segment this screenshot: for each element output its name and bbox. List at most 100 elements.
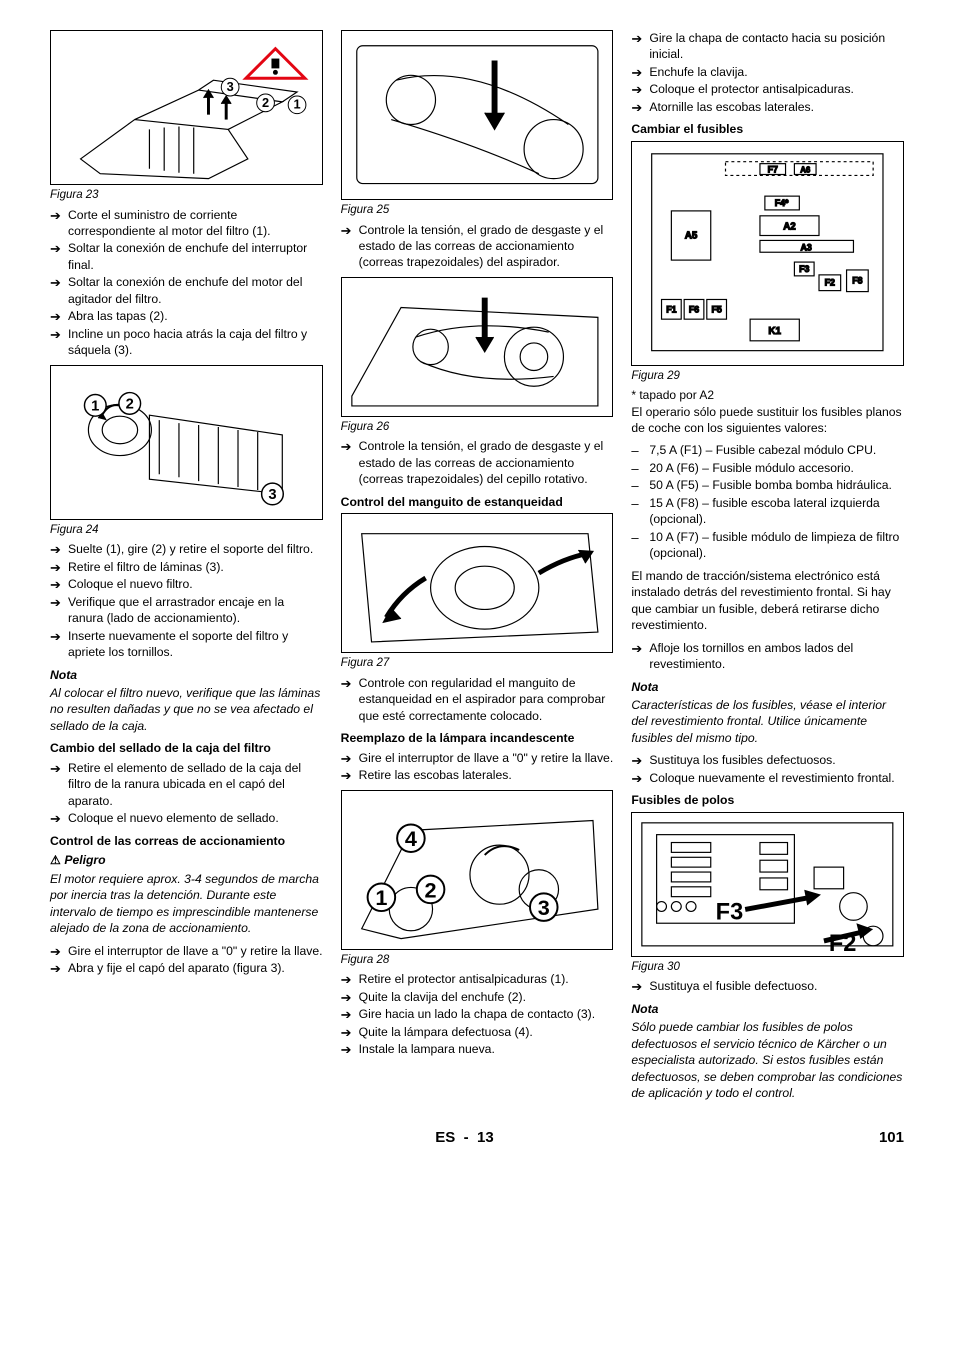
p-operario: El operario sólo puede sustituir los fus… [631,404,904,437]
svg-text:A6: A6 [801,165,812,174]
note-heading: Nota [631,1001,904,1017]
list-item: 10 A (F7) – fusible módulo de limpieza d… [631,529,904,562]
list-item: Inserte nuevamente el soporte del filtro… [50,628,323,661]
footer-localpage: 13 [477,1129,494,1146]
list-fig30: Sustituya el fusible defectuoso. [631,978,904,994]
list-item: Controle con regularidad el manguito de … [341,675,614,724]
figure-30: F3 F2 [631,812,904,957]
svg-text:2: 2 [424,877,436,902]
list-item: 50 A (F5) – Fusible bomba bomba hidráuli… [631,477,904,493]
svg-text:4: 4 [405,826,417,851]
figure-27 [341,513,614,653]
list-seal: Retire el elemento de sellado de la caja… [50,760,323,827]
footer-sep: - [464,1129,469,1146]
subhead-polos: Fusibles de polos [631,792,904,808]
list-item: Instale la lampara nueva. [341,1041,614,1057]
list-item: Coloque el nuevo elemento de sellado. [50,810,323,826]
list-item: Quite la clavija del enchufe (2). [341,989,614,1005]
list-fig23: Corte el suministro de corriente corresp… [50,207,323,359]
list-belt: Gire el interruptor de llave a "0" y ret… [50,943,323,977]
list-item: Controle la tensión, el grado de desgast… [341,438,614,487]
svg-text:F8: F8 [853,276,863,286]
figure-25-caption: Figura 25 [341,203,614,219]
footer-lang: ES [435,1129,455,1146]
svg-text:1: 1 [375,885,387,910]
list-item: Soltar la conexión de enchufe del motor … [50,274,323,307]
figure-26-caption: Figura 26 [341,420,614,436]
footer-pagenum: 101 [879,1128,904,1148]
list-fig25: Controle la tensión, el grado de desgast… [341,222,614,271]
column-2: Figura 25 Controle la tensión, el grado … [341,30,614,1108]
list-item: Abra las tapas (2). [50,308,323,324]
svg-text:F4*: F4* [775,198,789,208]
figure-28: 1 2 3 4 [341,790,614,950]
list-item: Coloque el nuevo filtro. [50,576,323,592]
list-item: Incline un poco hacia atrás la caja del … [50,326,323,359]
subhead-belt: Control de las correas de accionamiento [50,833,323,849]
svg-text:K1: K1 [769,326,782,337]
svg-text:F1: F1 [667,304,677,314]
list-item: Sustituya los fusibles defectuosos. [631,752,904,768]
list-item: Retire el elemento de sellado de la caja… [50,760,323,809]
figure-23: 3 2 1 [50,30,323,185]
svg-text:A2: A2 [784,221,797,232]
danger-heading: Peligro [50,852,323,868]
svg-text:2: 2 [126,396,134,412]
list-item: Sustituya el fusible defectuoso. [631,978,904,994]
list-item: Coloque el protector antisalpicaduras. [631,81,904,97]
note-body: Sólo puede cambiar los fusibles de polos… [631,1019,904,1101]
list-fig24: Suelte (1), gire (2) y retire el soporte… [50,541,323,660]
list-item: 15 A (F8) – fusible escoba lateral izqui… [631,495,904,528]
svg-text:F2: F2 [829,931,857,956]
list-top: Gire la chapa de contacto hacia su posic… [631,30,904,115]
list-afloje: Afloje los tornillos en ambos lados del … [631,640,904,673]
list-item: Corte el suministro de corriente corresp… [50,207,323,240]
list-item: Gire hacia un lado la chapa de contacto … [341,1006,614,1022]
list-item: Retire las escobas laterales. [341,767,614,783]
figure-28-caption: Figura 28 [341,953,614,969]
subhead-seal: Cambio del sellado de la caja del filtro [50,740,323,756]
page-footer: ES - 13 101 [50,1128,904,1148]
list-item: Verifique que el arrastrador encaje en l… [50,594,323,627]
list-item: Atornille las escobas laterales. [631,99,904,115]
figure-25 [341,30,614,200]
subhead-fuse: Cambiar el fusibles [631,121,904,137]
figure-29-caption: Figura 29 [631,369,904,385]
p-mando: El mando de tracción/sistema electrónico… [631,568,904,634]
note-body: Características de los fusibles, véase e… [631,697,904,746]
danger-body: El motor requiere aprox. 3-4 segundos de… [50,871,323,937]
figure-26 [341,277,614,417]
list-item: Abra y fije el capó del aparato (figura … [50,960,323,976]
list-item: Retire el protector antisalpicaduras (1)… [341,971,614,987]
list-item: 7,5 A (F1) – Fusible cabezal módulo CPU. [631,442,904,458]
list-item: 20 A (F6) – Fusible módulo accesorio. [631,460,904,476]
svg-text:F3: F3 [799,264,809,274]
list-fig26: Controle la tensión, el grado de desgast… [341,438,614,487]
column-3: Gire la chapa de contacto hacia su posic… [631,30,904,1108]
figure-27-caption: Figura 27 [341,656,614,672]
svg-text:1: 1 [294,97,301,112]
svg-text:1: 1 [91,398,99,414]
footnote-tapado: * tapado por A2 [631,387,904,403]
note-heading: Nota [50,667,323,683]
svg-text:F7: F7 [768,164,778,174]
list-item: Soltar la conexión de enchufe del interr… [50,240,323,273]
figure-29: F7 A6 A5 F4* A2 A3 F3 F2 F8 F1 F6 F5 K1 [631,141,904,366]
subhead-lamp: Reemplazo de la lámpara incandescente [341,730,614,746]
svg-text:F6: F6 [689,304,699,314]
list-fig28: Retire el protector antisalpicaduras (1)… [341,971,614,1057]
svg-text:F2: F2 [825,278,835,288]
column-1: 3 2 1 Figura 23 Corte el suministro de c… [50,30,323,1108]
svg-text:A5: A5 [685,230,698,241]
svg-text:2: 2 [262,95,269,110]
list-item: Quite la lámpara defectuosa (4). [341,1024,614,1040]
list-item: Suelte (1), gire (2) y retire el soporte… [50,541,323,557]
figure-24: 1 2 3 [50,365,323,520]
list-fuses: 7,5 A (F1) – Fusible cabezal módulo CPU.… [631,442,904,561]
list-item: Gire el interruptor de llave a "0" y ret… [50,943,323,959]
svg-text:F5: F5 [712,304,722,314]
page-columns: 3 2 1 Figura 23 Corte el suministro de c… [50,30,904,1108]
list-item: Enchufe la clavija. [631,64,904,80]
list-lamp1: Gire el interruptor de llave a "0" y ret… [341,750,614,784]
figure-24-caption: Figura 24 [50,523,323,539]
